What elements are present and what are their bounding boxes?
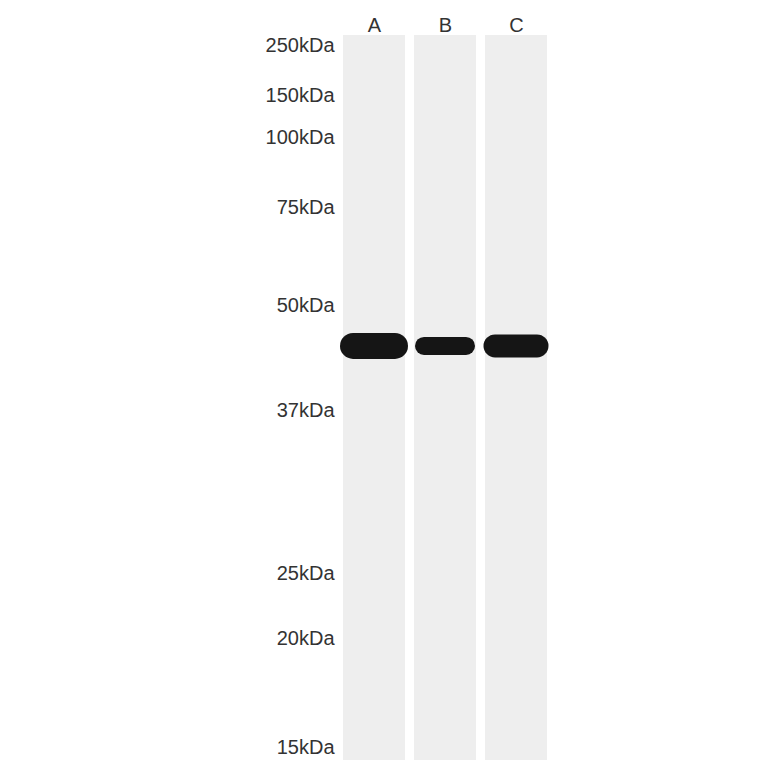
svg-text:75kDa: 75kDa bbox=[277, 196, 336, 218]
svg-text:100kDa: 100kDa bbox=[266, 126, 336, 148]
svg-text:25kDa: 25kDa bbox=[277, 562, 336, 584]
svg-text:250kDa: 250kDa bbox=[266, 34, 336, 56]
svg-text:20kDa: 20kDa bbox=[277, 627, 336, 649]
svg-text:A: A bbox=[368, 14, 382, 36]
svg-text:15kDa: 15kDa bbox=[277, 736, 336, 758]
svg-text:50kDa: 50kDa bbox=[277, 294, 336, 316]
svg-text:B: B bbox=[439, 14, 452, 36]
svg-text:37kDa: 37kDa bbox=[277, 399, 336, 421]
svg-text:150kDa: 150kDa bbox=[266, 84, 336, 106]
svg-text:C: C bbox=[509, 14, 523, 36]
